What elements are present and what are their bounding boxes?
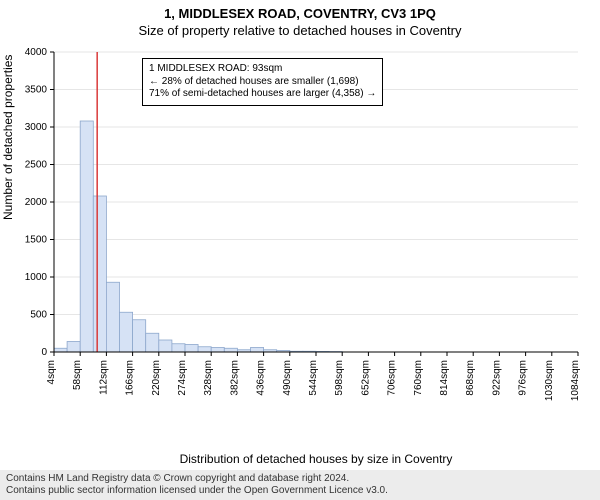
page-title: 1, MIDDLESEX ROAD, COVENTRY, CV3 1PQ — [0, 0, 600, 21]
svg-text:814sqm: 814sqm — [439, 360, 450, 396]
svg-text:2500: 2500 — [25, 160, 48, 171]
svg-text:274sqm: 274sqm — [177, 360, 188, 396]
svg-text:166sqm: 166sqm — [125, 360, 136, 396]
y-axis-label: Number of detached properties — [1, 55, 15, 220]
x-axis-label: Distribution of detached houses by size … — [54, 452, 578, 466]
svg-text:500: 500 — [30, 310, 47, 321]
svg-text:112sqm: 112sqm — [98, 360, 109, 395]
svg-text:598sqm: 598sqm — [334, 360, 345, 396]
footer-line-2: Contains public sector information licen… — [6, 485, 594, 497]
svg-text:544sqm: 544sqm — [308, 360, 319, 396]
annotation-line-3: 71% of semi-detached houses are larger (… — [149, 88, 376, 101]
svg-text:868sqm: 868sqm — [465, 360, 476, 396]
svg-text:2000: 2000 — [25, 197, 48, 208]
page-subtitle: Size of property relative to detached ho… — [0, 21, 600, 38]
svg-text:382sqm: 382sqm — [229, 360, 240, 396]
svg-text:58sqm: 58sqm — [72, 360, 83, 390]
svg-text:3500: 3500 — [25, 85, 48, 96]
svg-text:652sqm: 652sqm — [360, 360, 371, 396]
svg-text:490sqm: 490sqm — [282, 360, 293, 396]
svg-text:706sqm: 706sqm — [387, 360, 398, 396]
svg-text:760sqm: 760sqm — [413, 360, 424, 396]
chart-area: 050010001500200025003000350040004sqm58sq… — [54, 46, 578, 406]
svg-text:4sqm: 4sqm — [46, 360, 57, 384]
svg-text:436sqm: 436sqm — [256, 360, 267, 396]
svg-text:220sqm: 220sqm — [151, 360, 162, 396]
svg-text:328sqm: 328sqm — [203, 360, 214, 396]
footer: Contains HM Land Registry data © Crown c… — [0, 470, 600, 500]
annotation-line-2: ← 28% of detached houses are smaller (1,… — [149, 76, 376, 89]
svg-text:1000: 1000 — [25, 272, 48, 283]
svg-text:4000: 4000 — [25, 47, 48, 58]
footer-line-1: Contains HM Land Registry data © Crown c… — [6, 473, 594, 485]
svg-text:1030sqm: 1030sqm — [544, 360, 555, 401]
svg-text:3000: 3000 — [25, 122, 48, 133]
annotation-box: 1 MIDDLESEX ROAD: 93sqm ← 28% of detache… — [142, 58, 383, 106]
svg-text:1500: 1500 — [25, 235, 48, 246]
svg-text:976sqm: 976sqm — [518, 360, 529, 396]
svg-text:1084sqm: 1084sqm — [570, 360, 581, 401]
svg-text:0: 0 — [41, 347, 47, 358]
annotation-line-1: 1 MIDDLESEX ROAD: 93sqm — [149, 63, 376, 76]
svg-text:922sqm: 922sqm — [491, 360, 502, 396]
